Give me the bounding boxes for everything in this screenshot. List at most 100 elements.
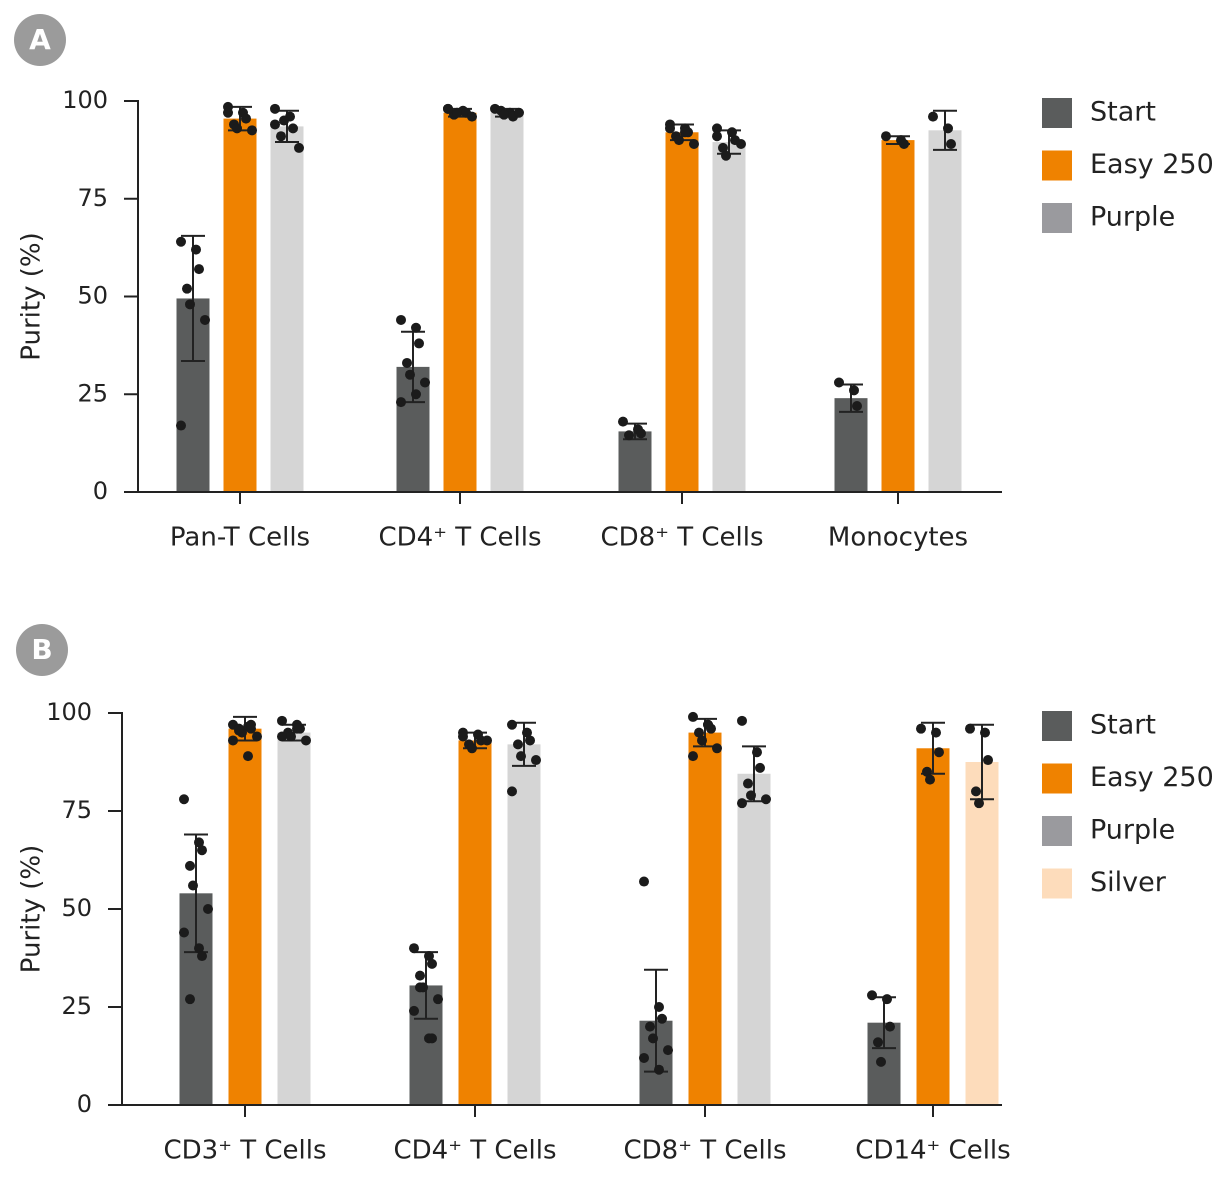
legend-swatch xyxy=(1042,868,1072,899)
data-point xyxy=(286,731,296,742)
legend-swatch xyxy=(1042,763,1072,794)
data-point xyxy=(415,982,425,993)
data-point xyxy=(247,125,257,136)
data-point xyxy=(409,943,419,954)
panel-label: A xyxy=(29,23,51,56)
bar xyxy=(916,748,950,1105)
data-point xyxy=(415,970,425,981)
legend-label: Purple xyxy=(1090,202,1175,233)
data-point xyxy=(639,1052,649,1063)
panel-badge xyxy=(14,14,66,66)
bar xyxy=(928,130,962,492)
data-point xyxy=(636,428,646,439)
legend-swatch xyxy=(1042,711,1072,741)
y-tick-label: 25 xyxy=(61,992,92,1020)
data-point xyxy=(703,719,713,730)
legend-swatch xyxy=(1042,150,1072,181)
data-point xyxy=(712,131,722,142)
data-point xyxy=(414,338,424,349)
y-tick-label: 50 xyxy=(61,894,92,922)
data-point xyxy=(718,142,728,153)
data-point xyxy=(934,747,944,758)
data-point xyxy=(928,111,938,122)
x-tick-label: CD14⁺ Cells xyxy=(855,1136,1010,1166)
data-point xyxy=(424,951,434,962)
y-axis-label: Purity (%) xyxy=(17,232,47,360)
data-point xyxy=(203,904,213,914)
data-point xyxy=(197,845,207,856)
bar xyxy=(737,773,771,1105)
bar xyxy=(490,112,524,492)
data-point xyxy=(228,735,238,746)
data-point xyxy=(458,731,468,742)
data-point xyxy=(882,994,892,1005)
legend-label: Start xyxy=(1090,710,1156,741)
legend-label: Purple xyxy=(1090,815,1175,846)
data-point xyxy=(270,119,280,130)
data-point xyxy=(176,420,186,431)
data-point xyxy=(409,1005,419,1016)
data-point xyxy=(499,109,509,120)
data-point xyxy=(925,774,935,785)
legend-label: Start xyxy=(1090,97,1156,128)
data-point xyxy=(965,723,975,734)
legend-swatch xyxy=(1042,203,1072,233)
y-tick-label: 100 xyxy=(62,86,108,114)
data-point xyxy=(674,135,684,146)
y-tick-label: 50 xyxy=(77,282,108,310)
bar xyxy=(965,762,999,1105)
x-tick-label: CD4⁺ T Cells xyxy=(379,523,542,553)
data-point xyxy=(234,723,244,734)
bar xyxy=(712,142,746,492)
bar xyxy=(228,728,262,1105)
legend-label: Silver xyxy=(1090,867,1167,898)
bar xyxy=(688,732,722,1105)
data-point xyxy=(252,731,262,742)
data-point xyxy=(270,103,280,114)
x-tick-label: Monocytes xyxy=(828,523,968,553)
panel-badge xyxy=(16,624,68,676)
data-point xyxy=(931,727,941,738)
data-point xyxy=(396,314,406,325)
data-point xyxy=(697,735,707,746)
data-point xyxy=(232,123,242,134)
data-point xyxy=(761,794,771,805)
y-axis-label: Purity (%) xyxy=(17,845,47,973)
bar xyxy=(618,431,652,492)
bar xyxy=(665,132,699,492)
data-point xyxy=(513,739,523,750)
data-point xyxy=(277,715,287,726)
data-point xyxy=(834,377,844,388)
data-point xyxy=(916,723,926,734)
legend-label: Easy 250 xyxy=(1090,762,1214,793)
data-point xyxy=(531,755,541,766)
data-point xyxy=(197,951,207,962)
data-point xyxy=(680,127,690,138)
data-point xyxy=(452,107,462,118)
panel-label: B xyxy=(31,633,52,666)
data-point xyxy=(405,369,415,380)
data-point xyxy=(182,283,192,294)
y-tick-label: 0 xyxy=(93,477,108,505)
data-point xyxy=(292,723,302,734)
data-point xyxy=(694,727,704,738)
data-point xyxy=(277,731,287,742)
x-tick-label: CD8⁺ T Cells xyxy=(624,1136,787,1166)
data-point xyxy=(849,385,859,396)
data-point xyxy=(288,123,298,134)
data-point xyxy=(618,416,628,427)
bar xyxy=(881,140,915,492)
data-point xyxy=(241,113,251,124)
data-point xyxy=(654,1064,664,1075)
x-tick-label: CD8⁺ T Cells xyxy=(601,523,764,553)
data-point xyxy=(411,389,421,400)
data-point xyxy=(737,798,747,809)
data-point xyxy=(276,131,286,142)
data-point xyxy=(246,719,256,730)
data-point xyxy=(983,755,993,766)
data-point xyxy=(243,751,253,762)
y-tick-label: 0 xyxy=(77,1090,92,1118)
data-point xyxy=(185,860,195,871)
data-point xyxy=(514,107,524,118)
